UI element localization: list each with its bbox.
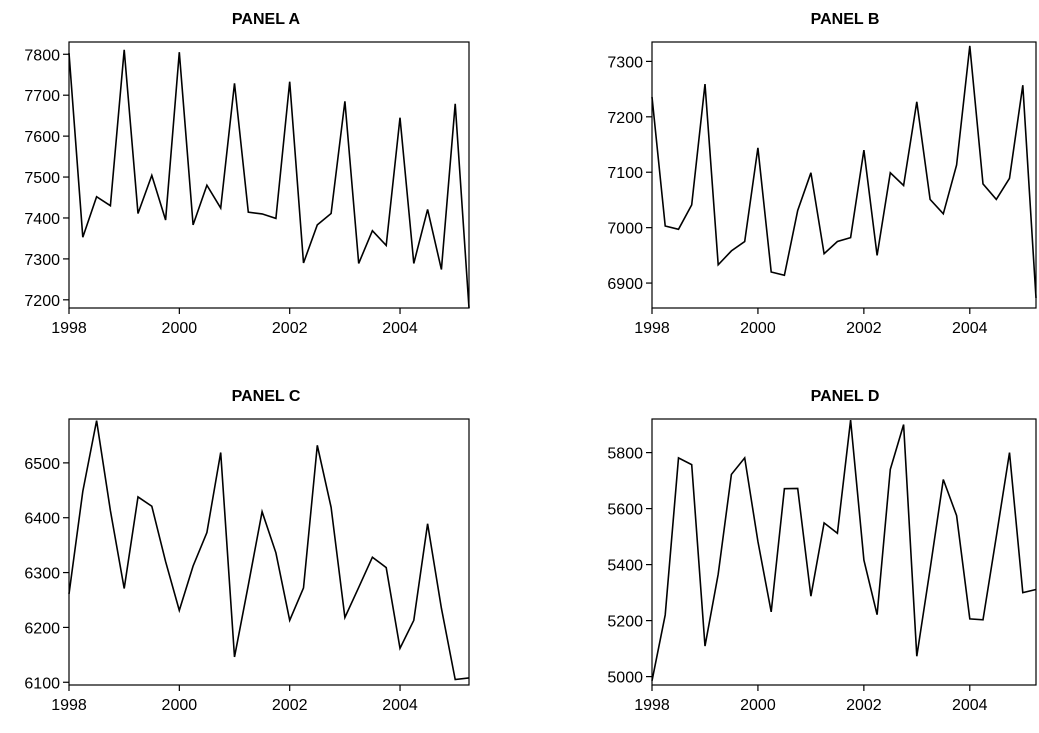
panel-b-y-tick-label: 7100 [607,165,643,182]
panel-b-x-tick-label: 2004 [952,320,988,337]
panel-c-x-tick-label: 2002 [272,697,308,714]
panel-d-x-tick-label: 1998 [634,697,670,714]
panel-b-y-tick-label: 6900 [607,276,643,293]
panel-a: PANEL A 7200 7300 7400 7500 7600 7700 7800 1998… [24,11,470,337]
panel-a-series-line [68,49,470,309]
panel-a-y-tick-label: 7300 [24,252,60,269]
panel-d-x-tick-label: 2000 [740,697,776,714]
panel-c-y-tick-label: 6500 [24,456,60,473]
panel-a-frame [68,41,470,309]
panel-c-y-tick-label: 6400 [24,511,60,528]
panel-a-x-tick-label: 2002 [272,320,308,337]
panel-b-x-tick-label: 2000 [740,320,776,337]
panel-d: PANEL D 5000 5200 5400 5600 5800 1998 2000 2002… [607,388,1037,714]
panel-a-x-tick-label: 1998 [51,320,87,337]
panel-c-title: PANEL C [232,388,301,405]
panel-b-frame [651,41,1037,309]
panel-d-x-tick-label: 2002 [846,697,882,714]
panel-c: PANEL C 6100 6200 6300 6400 6500 1998 2000 2002… [24,388,470,714]
panel-a-y-tick-label: 7700 [24,88,60,105]
panel-d-y-tick-label: 5400 [607,558,643,575]
panel-a-x-tick-label: 2000 [162,320,198,337]
panel-a-y-tick-label: 7800 [24,47,60,64]
panel-c-series-line [68,420,470,681]
panel-c-y-tick-label: 6200 [24,620,60,637]
panel-d-title: PANEL D [811,388,880,405]
panel-d-y-tick-label: 5000 [607,670,643,687]
panel-c-x-tick-label: 1998 [51,697,87,714]
panel-d-y-tick-label: 5200 [607,614,643,631]
panel-c-frame [68,418,470,686]
panel-b-title: PANEL B [811,11,880,28]
panel-c-y-tick-label: 6100 [24,675,60,692]
panel-a-y-tick-label: 7400 [24,211,60,228]
panel-d-frame [651,418,1037,686]
panel-b-x-tick-label: 2002 [846,320,882,337]
panel-b-x-tick-label: 1998 [634,320,670,337]
panel-b-series-line [651,45,1037,299]
panel-a-y-tick-label: 7600 [24,129,60,146]
panel-a-y-tick-label: 7200 [24,293,60,310]
panel-a-x-tick-label: 2004 [382,320,418,337]
panel-c-y-tick-label: 6300 [24,566,60,583]
panel-b-y-tick-label: 7000 [607,221,643,238]
panel-c-x-tick-label: 2000 [162,697,198,714]
panel-c-x-tick-label: 2004 [382,697,418,714]
panel-b-y-tick-label: 7200 [607,110,643,127]
panel-b: PANEL B 6900 7000 7100 7200 7300 1998 2000 2002… [607,11,1037,337]
panel-d-x-tick-label: 2004 [952,697,988,714]
panel-a-y-tick-label: 7500 [24,170,60,187]
panel-d-y-tick-label: 5600 [607,502,643,519]
panel-b-y-tick-label: 7300 [607,54,643,71]
panel-a-title: PANEL A [232,11,301,28]
panel-d-series-line [651,420,1037,681]
panel-d-y-tick-label: 5800 [607,446,643,463]
